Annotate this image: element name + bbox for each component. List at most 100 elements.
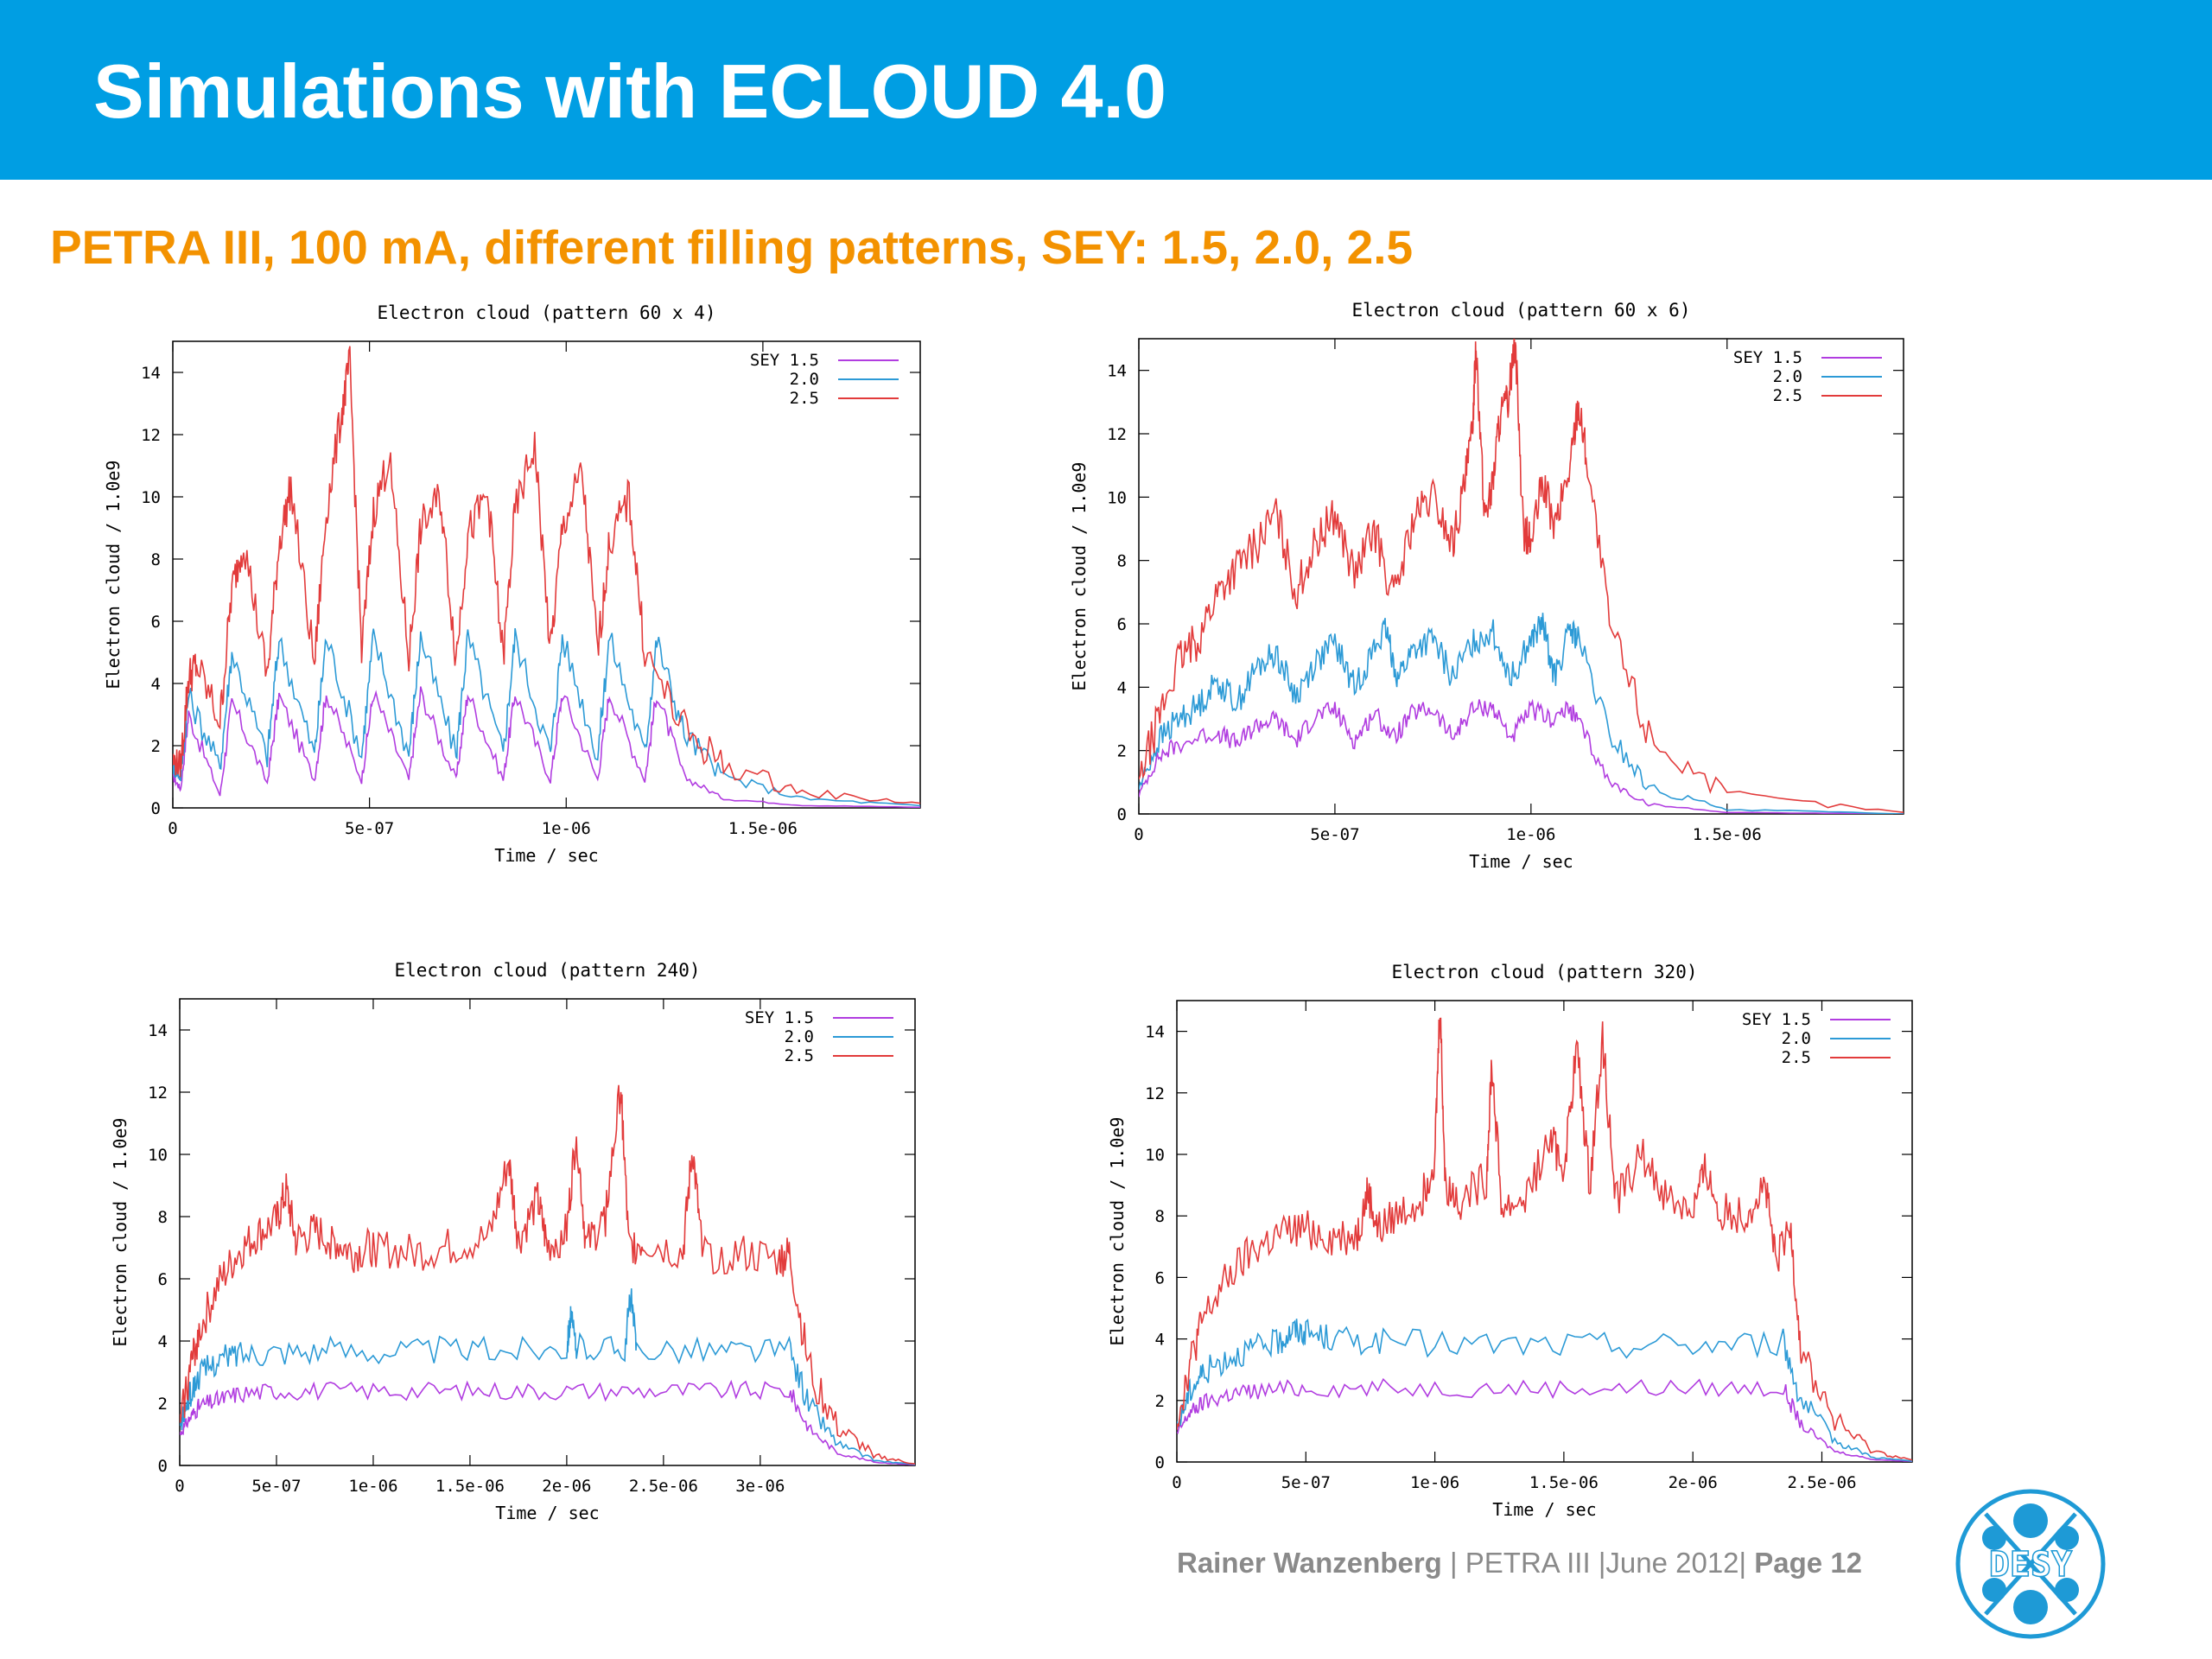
- y-tick-label: 2: [151, 737, 161, 756]
- y-tick-label: 14: [1107, 362, 1127, 381]
- x-tick-label: 0: [1172, 1473, 1181, 1492]
- series-line-sey-1-5: [1177, 1377, 1912, 1462]
- y-tick-label: 12: [141, 426, 161, 445]
- footer-page: Page 12: [1754, 1547, 1863, 1579]
- series-line-sey-1-5: [173, 686, 920, 808]
- x-tick-label: 2.5e-06: [629, 1477, 698, 1496]
- series-line-sey-2-5: [1139, 339, 1904, 813]
- x-tick-label: 1.5e-06: [728, 819, 798, 838]
- x-axis-label: Time / sec: [1469, 851, 1573, 872]
- footer-separator: |: [1738, 1547, 1747, 1579]
- series-line-sey-2-0: [173, 627, 920, 807]
- footer: Rainer Wanzenberg | PETRA III |June 2012…: [1177, 1547, 1862, 1580]
- plot-frame: [1138, 338, 1904, 815]
- legend-label: 2.0: [790, 370, 819, 389]
- legend-label: 2.5: [785, 1046, 814, 1065]
- x-tick-label: 2e-06: [1669, 1473, 1718, 1492]
- x-tick-label: 2e-06: [542, 1477, 591, 1496]
- x-tick-label: 1.5e-06: [1529, 1473, 1599, 1492]
- series-line-sey-2-0: [1139, 613, 1904, 814]
- y-tick-label: 0: [151, 799, 161, 818]
- y-axis-label: Electron cloud / 1.0e9: [1107, 1117, 1128, 1346]
- y-axis-label: Electron cloud / 1.0e9: [110, 1118, 130, 1347]
- series-line-sey-2-0: [1177, 1319, 1912, 1462]
- y-tick-label: 6: [1117, 615, 1127, 634]
- y-tick-label: 8: [151, 550, 161, 569]
- chart-title: Electron cloud (pattern 320): [1391, 962, 1697, 982]
- footer-author: Rainer Wanzenberg: [1177, 1547, 1442, 1579]
- y-tick-label: 10: [141, 488, 161, 507]
- footer-separator: |: [1450, 1547, 1458, 1579]
- legend-label: 2.0: [1782, 1029, 1811, 1048]
- legend-label: 2.0: [785, 1027, 814, 1046]
- y-tick-label: 14: [1145, 1023, 1165, 1042]
- x-tick-label: 1.5e-06: [1693, 825, 1762, 844]
- y-tick-label: 6: [158, 1270, 168, 1289]
- y-tick-label: 8: [1155, 1207, 1165, 1226]
- x-tick-label: 3e-06: [735, 1477, 785, 1496]
- x-tick-label: 1.5e-06: [435, 1477, 505, 1496]
- series-line-sey-1-5: [180, 1379, 915, 1465]
- series-line-sey-2-5: [180, 1084, 915, 1465]
- y-tick-label: 6: [151, 613, 161, 632]
- x-axis-label: Time / sec: [495, 1503, 599, 1523]
- x-tick-label: 0: [175, 1477, 184, 1496]
- y-tick-label: 4: [1117, 678, 1127, 697]
- x-tick-label: 2.5e-06: [1787, 1473, 1856, 1492]
- x-tick-label: 1e-06: [1506, 825, 1555, 844]
- series-line-sey-2-5: [173, 346, 920, 804]
- y-tick-label: 0: [1155, 1453, 1165, 1472]
- y-tick-label: 10: [1107, 488, 1127, 507]
- footer-separator: |: [1598, 1547, 1606, 1579]
- y-tick-label: 12: [1107, 425, 1127, 444]
- y-tick-label: 4: [151, 675, 161, 694]
- x-tick-label: 0: [168, 819, 177, 838]
- y-tick-label: 8: [1117, 552, 1127, 571]
- y-tick-label: 2: [158, 1395, 168, 1414]
- legend-label: SEY 1.5: [1733, 348, 1802, 367]
- y-tick-label: 10: [148, 1146, 168, 1165]
- y-tick-label: 2: [1155, 1392, 1165, 1411]
- logo-text: DESY: [1989, 1545, 2072, 1585]
- y-tick-label: 4: [158, 1332, 168, 1351]
- x-tick-label: 1e-06: [1410, 1473, 1459, 1492]
- y-tick-label: 14: [141, 364, 161, 383]
- plot-frame: [172, 340, 921, 809]
- footer-project: PETRA III: [1465, 1547, 1591, 1579]
- legend-label: 2.5: [1773, 386, 1802, 405]
- y-axis-label: Electron cloud / 1.0e9: [103, 461, 124, 690]
- legend-label: SEY 1.5: [1742, 1010, 1811, 1029]
- series-line-sey-1-5: [1139, 698, 1904, 814]
- y-tick-label: 12: [148, 1084, 168, 1103]
- legend-label: SEY 1.5: [745, 1008, 814, 1027]
- y-tick-label: 0: [1117, 805, 1127, 824]
- chart-pattern-60x6: Electron cloud (pattern 60 x 6) 0 2 4 6 8 10 12…: [1069, 300, 1904, 872]
- x-tick-label: 0: [1134, 825, 1143, 844]
- chart-pattern-320: Electron cloud (pattern 320) 0 2 4 6 8 10 12 14 0…: [1107, 962, 1913, 1520]
- legend-label: 2.5: [1782, 1048, 1811, 1067]
- plot-frame: [179, 998, 916, 1466]
- desy-logo-icon: DESY: [1955, 1489, 2106, 1639]
- slide-title: Simulations with ECLOUD 4.0: [93, 48, 1166, 134]
- y-tick-label: 6: [1155, 1268, 1165, 1287]
- y-axis-label: Electron cloud / 1.0e9: [1069, 462, 1090, 691]
- series-line-sey-2-5: [1177, 1017, 1912, 1461]
- y-tick-label: 2: [1117, 742, 1127, 761]
- x-axis-label: Time / sec: [494, 845, 598, 866]
- x-tick-label: 5e-07: [1310, 825, 1359, 844]
- chart-title: Electron cloud (pattern 240): [394, 960, 700, 981]
- slide-subtitle: PETRA III, 100 mA, different filling pat…: [50, 220, 1414, 274]
- y-tick-label: 4: [1155, 1331, 1165, 1350]
- x-tick-label: 5e-07: [251, 1477, 301, 1496]
- legend-label: 2.0: [1773, 367, 1802, 386]
- chart-pattern-60x4: Electron cloud (pattern 60 x 4) 0 2 4 6 8 10 12…: [103, 302, 921, 866]
- title-bar: Simulations with ECLOUD 4.0: [0, 0, 2212, 180]
- legend-label: 2.5: [790, 389, 819, 408]
- x-tick-label: 1e-06: [348, 1477, 397, 1496]
- chart-title: Electron cloud (pattern 60 x 6): [1352, 300, 1691, 321]
- legend-label: SEY 1.5: [750, 351, 819, 370]
- y-tick-label: 12: [1145, 1084, 1165, 1103]
- y-tick-label: 0: [158, 1457, 168, 1476]
- x-axis-label: Time / sec: [1492, 1499, 1596, 1520]
- chart-title: Electron cloud (pattern 60 x 4): [378, 302, 716, 323]
